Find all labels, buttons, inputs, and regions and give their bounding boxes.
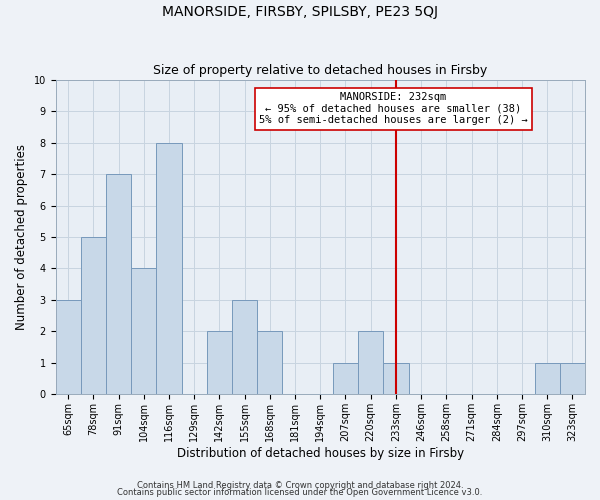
Text: Contains public sector information licensed under the Open Government Licence v3: Contains public sector information licen… [118, 488, 482, 497]
Bar [157, 142, 182, 394]
Bar [333, 363, 358, 394]
Title: Size of property relative to detached houses in Firsby: Size of property relative to detached ho… [153, 64, 487, 77]
X-axis label: Distribution of detached houses by size in Firsby: Distribution of detached houses by size … [177, 447, 464, 460]
Bar [257, 332, 283, 394]
Text: Contains HM Land Registry data © Crown copyright and database right 2024.: Contains HM Land Registry data © Crown c… [137, 480, 463, 490]
Bar [131, 268, 157, 394]
Bar [207, 332, 232, 394]
Y-axis label: Number of detached properties: Number of detached properties [15, 144, 28, 330]
Text: MANORSIDE: 232sqm
← 95% of detached houses are smaller (38)
5% of semi-detached : MANORSIDE: 232sqm ← 95% of detached hous… [259, 92, 528, 126]
Bar [383, 363, 409, 394]
Bar [106, 174, 131, 394]
Bar [358, 332, 383, 394]
Bar [535, 363, 560, 394]
Bar [560, 363, 585, 394]
Text: MANORSIDE, FIRSBY, SPILSBY, PE23 5QJ: MANORSIDE, FIRSBY, SPILSBY, PE23 5QJ [162, 5, 438, 19]
Bar [232, 300, 257, 394]
Bar [81, 237, 106, 394]
Bar [56, 300, 81, 394]
